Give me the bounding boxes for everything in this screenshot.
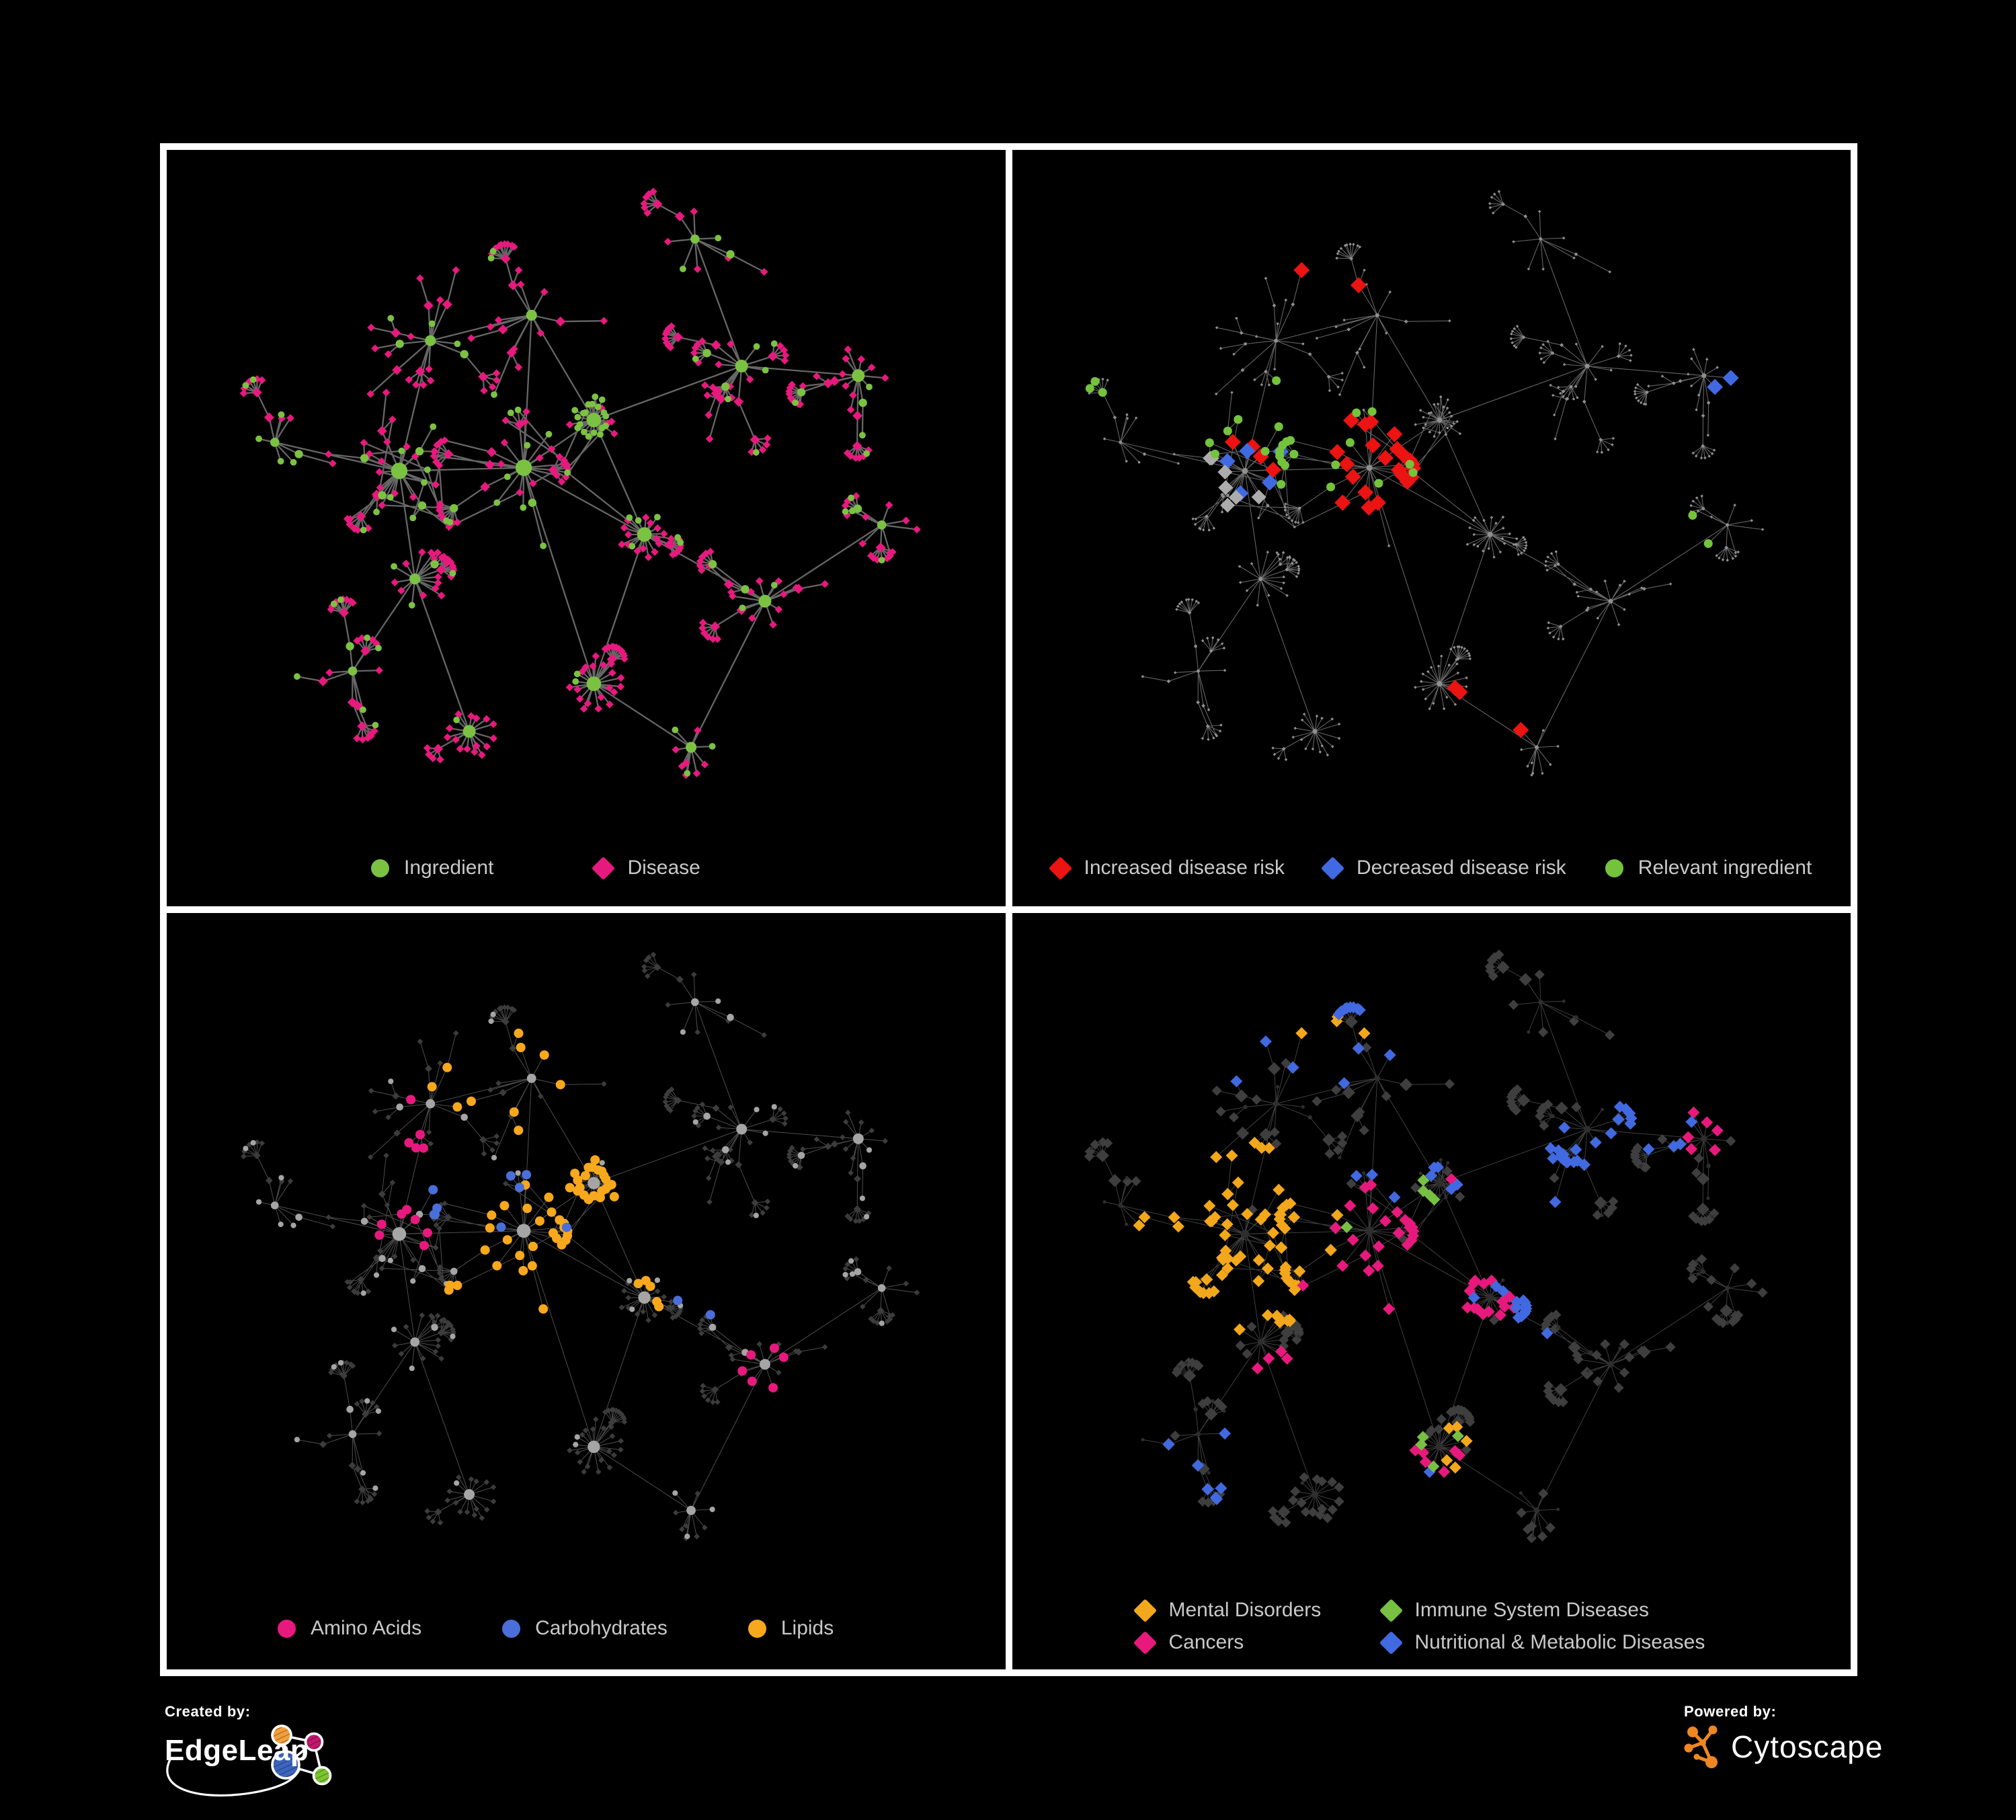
legend-circle-icon xyxy=(278,1619,296,1638)
legend-item: Carbohydrates xyxy=(502,1618,668,1638)
legend-circle-icon xyxy=(748,1619,766,1638)
legend-circle-icon xyxy=(502,1619,521,1638)
network-graph-disease-classes xyxy=(1084,949,1768,1544)
legend-label: Carbohydrates xyxy=(535,1617,668,1639)
legend-item: Amino Acids xyxy=(278,1618,421,1638)
panel-disease-classes: Mental Disorders Immune System Diseases Ca… xyxy=(1012,913,1851,1669)
panel-ingredient-classes: Amino Acids Carbohydrates Lipids xyxy=(167,913,1006,1669)
legend-label: Nutritional & Metabolic Diseases xyxy=(1414,1631,1705,1653)
panel-disease-risk: Increased disease risk Decreased disease … xyxy=(1012,150,1851,906)
legend-diamond-icon xyxy=(1379,1598,1403,1622)
network-graph-ingredient-disease xyxy=(239,188,921,779)
edgeleap-wordmark: EdgeLeap xyxy=(165,1734,309,1767)
legend-label: Decreased disease risk xyxy=(1356,857,1566,879)
panel-ingredient-disease: Ingredient Disease xyxy=(167,150,1006,906)
legend-label: Cancers xyxy=(1168,1631,1244,1653)
legend-label: Lipids xyxy=(780,1617,834,1639)
legend-circle-icon xyxy=(371,859,389,877)
legend-item: Ingredient xyxy=(371,858,493,878)
legend-item: Cancers xyxy=(1133,1630,1382,1655)
cytoscape-network-icon xyxy=(1684,1725,1718,1768)
legend-diamond-icon xyxy=(1320,856,1345,880)
legend-label: Immune System Diseases xyxy=(1414,1599,1649,1621)
edgeleap-network-icon xyxy=(166,1725,332,1797)
legend-circle-icon xyxy=(1605,859,1623,877)
edgeleap-logo: EdgeLeap xyxy=(165,1722,447,1803)
legend-item: Disease xyxy=(592,856,700,880)
legend-diamond-icon xyxy=(1379,1630,1403,1655)
edgeleap-swoosh xyxy=(166,1758,301,1797)
legend-label: Ingredient xyxy=(404,857,494,879)
legend-item: Increased disease risk xyxy=(1048,856,1285,880)
legend-label: Relevant ingredient xyxy=(1638,857,1812,879)
cytoscape-logo: Cytoscape xyxy=(1684,1725,1883,1769)
legend-label: Amino Acids xyxy=(311,1617,422,1639)
legend-diamond-icon xyxy=(1048,856,1072,880)
created-by-label: Created by: xyxy=(165,1703,251,1720)
legend-item: Relevant ingredient xyxy=(1605,858,1812,878)
powered-by-credit: Powered by: Cytosc xyxy=(1684,1703,1883,1769)
legend-item: Immune System Diseases xyxy=(1379,1598,1705,1622)
legend-label: Mental Disorders xyxy=(1168,1599,1322,1621)
legend-diamond-icon xyxy=(592,856,616,880)
network-graph-disease-risk xyxy=(1085,190,1764,777)
legend-ingredient-disease: Ingredient Disease xyxy=(371,856,700,880)
legend-label: Disease xyxy=(627,857,700,879)
network-graph-ingredient-classes xyxy=(241,951,920,1542)
legend-item: Lipids xyxy=(748,1618,834,1638)
cytoscape-wordmark: Cytoscape xyxy=(1731,1729,1884,1764)
created-by-credit: Created by: xyxy=(165,1703,447,1803)
legend-disease-risk: Increased disease risk Decreased disease … xyxy=(1048,856,1812,880)
legend-item: Nutritional & Metabolic Diseases xyxy=(1379,1630,1705,1655)
legend-item: Decreased disease risk xyxy=(1320,856,1566,880)
powered-by-label: Powered by: xyxy=(1684,1703,1777,1720)
legend-diamond-icon xyxy=(1133,1598,1157,1622)
legend-item: Mental Disorders xyxy=(1133,1598,1382,1622)
legend-disease-classes: Mental Disorders Immune System Diseases Ca… xyxy=(1133,1594,1705,1659)
edgeleap-nodes xyxy=(271,1725,332,1786)
panel-grid: Ingredient Disease Increased disease risk… xyxy=(160,143,1857,1676)
legend-ingredient-classes: Amino Acids Carbohydrates Lipids xyxy=(278,1618,834,1638)
legend-label: Increased disease risk xyxy=(1084,857,1285,879)
legend-diamond-icon xyxy=(1133,1630,1157,1655)
